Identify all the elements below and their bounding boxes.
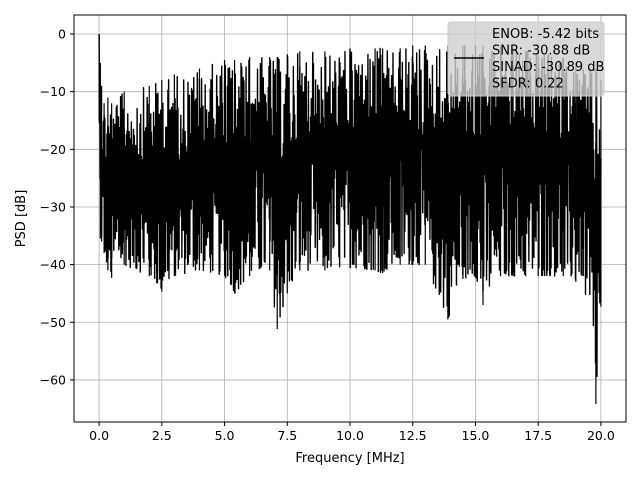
x-tick-label: 7.5 <box>277 428 297 443</box>
y-axis-label: PSD [dB] <box>14 190 29 248</box>
y-tick-label: −20 <box>40 142 66 157</box>
legend-entry-snr: SNR: -30.88 dB <box>492 44 590 59</box>
x-tick-label: 2.5 <box>152 428 172 443</box>
legend-entry-enob: ENOB: -5.42 bits <box>492 27 599 42</box>
legend: ENOB: -5.42 bits SNR: -30.88 dB SINAD: -… <box>447 21 605 97</box>
x-tick-label: 5.0 <box>215 428 235 443</box>
y-tick-label: −60 <box>40 372 66 387</box>
y-tick-label: 0 <box>58 27 66 42</box>
legend-entry-sfdr: SFDR: 0.22 <box>492 77 564 92</box>
x-axis-label: Frequency [MHz] <box>295 451 404 466</box>
x-tick-label: 15.0 <box>462 428 490 443</box>
y-axis: 0 −10 −20 −30 −40 −50 −60 <box>40 27 74 387</box>
y-tick-label: −40 <box>40 257 66 272</box>
x-axis: 0.0 2.5 5.0 7.5 10.0 12.5 15.0 17.5 20.0 <box>89 422 615 443</box>
x-tick-label: 17.5 <box>524 428 552 443</box>
legend-box <box>447 21 605 97</box>
x-tick-label: 10.0 <box>336 428 364 443</box>
x-tick-label: 0.0 <box>89 428 109 443</box>
x-tick-label: 12.5 <box>399 428 427 443</box>
x-tick-label: 20.0 <box>587 428 615 443</box>
y-tick-label: −30 <box>40 199 66 214</box>
legend-entry-sinad: SINAD: -30.89 dB <box>492 60 604 75</box>
y-tick-label: −50 <box>40 315 66 330</box>
psd-series <box>98 34 602 405</box>
y-tick-label: −10 <box>40 84 66 99</box>
